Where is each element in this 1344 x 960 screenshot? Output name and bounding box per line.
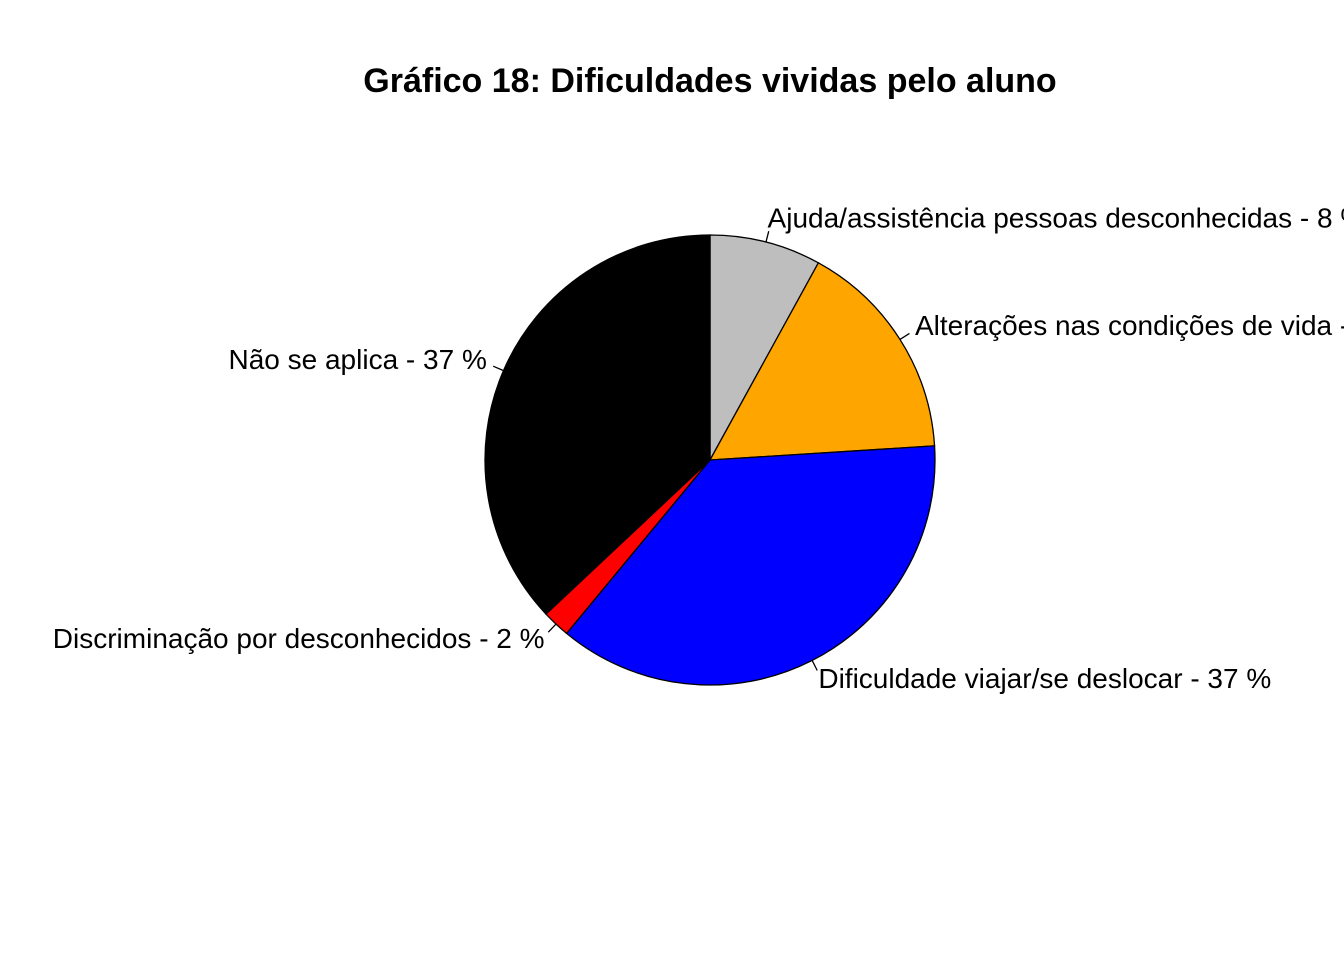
slice-label: Discriminação por desconhecidos - 2 % (53, 623, 545, 654)
leader-line (899, 332, 910, 340)
leader-line (765, 231, 770, 243)
slice-label: Não se aplica - 37 % (228, 344, 486, 375)
slice-label: Alterações nas condições de vida - 16 % (915, 310, 1344, 341)
leader-line (547, 623, 557, 633)
pie-labels: Ajuda/assistência pessoas desconhecidas … (53, 203, 1344, 694)
leader-line (811, 660, 818, 671)
chart-title: Gráfico 18: Dificuldades vividas pelo al… (363, 62, 1056, 100)
slice-label: Dificuldade viajar/se deslocar - 37 % (818, 663, 1271, 694)
pie-slice-nao-se-aplica (484, 234, 711, 615)
leader-line (492, 365, 504, 372)
pie-slices (484, 234, 936, 686)
slice-label: Ajuda/assistência pessoas desconhecidas … (768, 203, 1344, 234)
pie-slice-alteracoes-nas-condicoes-de-vida (708, 261, 936, 461)
pie-slice-dificuldade-viajar-se-deslocar (565, 445, 936, 686)
